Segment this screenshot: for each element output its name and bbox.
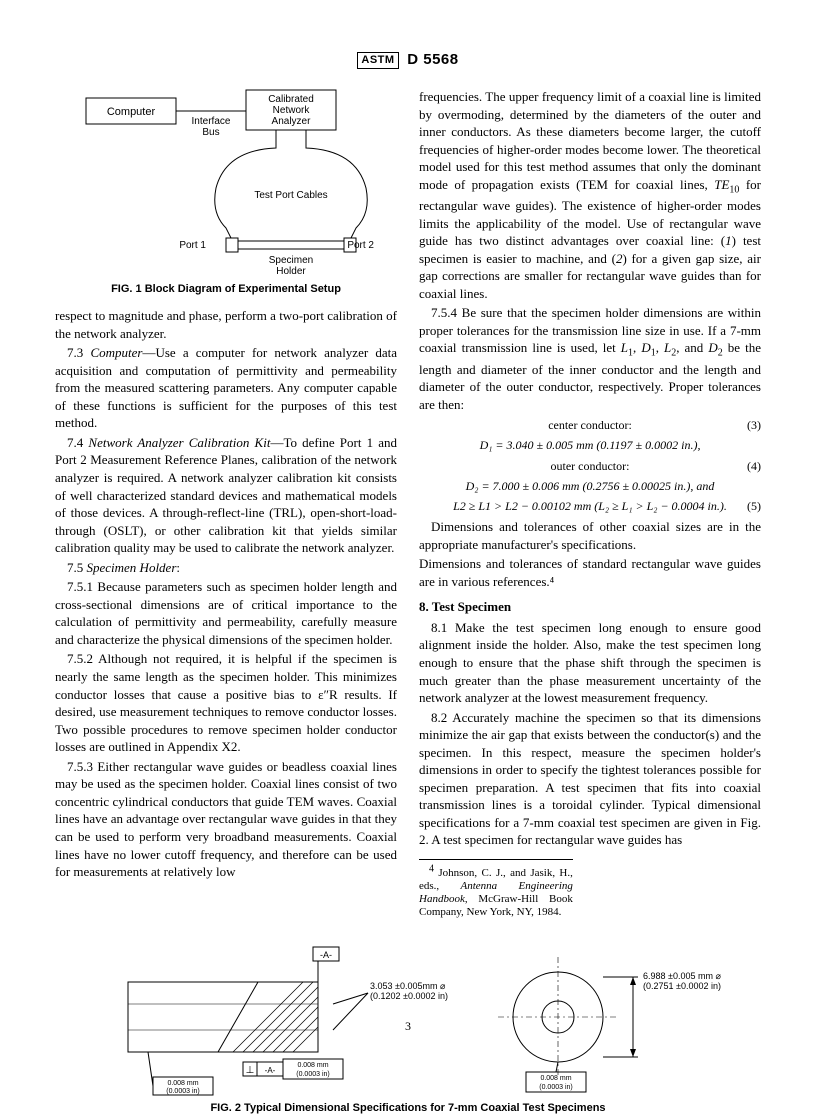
- para-dims-coax: Dimensions and tolerances of other coaxi…: [419, 518, 761, 553]
- fig2-caption: FIG. 2 Typical Dimensional Specification…: [55, 1101, 761, 1116]
- para-7-5-3: 7.5.3 Either rectangular wave guides or …: [55, 758, 397, 881]
- fig1-caption: FIG. 1 Block Diagram of Experimental Set…: [55, 282, 397, 297]
- svg-text:Interface: Interface: [192, 116, 231, 127]
- svg-text:⊥: ⊥: [246, 1065, 255, 1076]
- para-7-2-cont: respect to magnitude and phase, perform …: [55, 307, 397, 342]
- svg-text:3.053 ±0.005mm ⌀: 3.053 ±0.005mm ⌀: [370, 981, 446, 991]
- para-7-5-4: 7.5.4 Be sure that the specimen holder d…: [419, 304, 761, 413]
- svg-text:Calibrated: Calibrated: [268, 94, 314, 105]
- figure-1-diagram: Computer Calibrated Network Analyzer Int…: [76, 88, 376, 278]
- para-7-5-2: 7.5.2 Although not required, it is helpf…: [55, 650, 397, 755]
- svg-text:Computer: Computer: [107, 106, 156, 118]
- svg-text:Analyzer: Analyzer: [272, 116, 312, 127]
- designation: D 5568: [407, 51, 458, 68]
- svg-text:Specimen: Specimen: [269, 255, 313, 266]
- page-header: ASTM D 5568: [55, 50, 761, 70]
- svg-text:Port 1: Port 1: [179, 240, 206, 251]
- svg-text:Test Port Cables: Test Port Cables: [254, 190, 327, 201]
- svg-text:(0.0003 in): (0.0003 in): [539, 1084, 572, 1091]
- svg-text:Port 2: Port 2: [347, 240, 374, 251]
- eq5: L2 ≥ L1 > L2 − 0.00102 mm (L₂ ≥ L₁ > L₂ …: [419, 498, 761, 514]
- section-8-head: 8. Test Specimen: [419, 598, 761, 616]
- para-dims-wg: Dimensions and tolerances of standard re…: [419, 555, 761, 590]
- svg-text:0.008 mm: 0.008 mm: [297, 1062, 328, 1069]
- svg-text:0.008 mm: 0.008 mm: [167, 1080, 198, 1087]
- eq3: D₁ = 3.040 ± 0.005 mm (0.1197 ± 0.0002 i…: [419, 437, 761, 453]
- right-column: frequencies. The upper frequency limit o…: [419, 88, 761, 919]
- svg-text:6.988 ±0.005 mm ⌀: 6.988 ±0.005 mm ⌀: [643, 971, 721, 981]
- astm-logo: ASTM: [357, 52, 398, 69]
- eq4: D₂ = 7.000 ± 0.006 mm (0.2756 ± 0.00025 …: [419, 478, 761, 494]
- svg-text:(0.0003 in): (0.0003 in): [166, 1088, 199, 1095]
- left-column: Computer Calibrated Network Analyzer Int…: [55, 88, 397, 919]
- svg-text:(0.0003 in): (0.0003 in): [296, 1071, 329, 1078]
- svg-text:(0.1202 ±0.0002 in): (0.1202 ±0.0002 in): [370, 991, 448, 1001]
- svg-text:Network: Network: [273, 105, 311, 116]
- para-7-5-1: 7.5.1 Because parameters such as specime…: [55, 578, 397, 648]
- eq3-label: center conductor:(3): [419, 417, 761, 433]
- svg-text:-A-: -A-: [320, 950, 332, 960]
- eq4-label: outer conductor:(4): [419, 458, 761, 474]
- para-7-3: 7.3 Computer—Use a computer for network …: [55, 344, 397, 432]
- footnote-4: 4 Johnson, C. J., and Jasik, H., eds., A…: [419, 859, 573, 919]
- para-7-5: 7.5 Specimen Holder:: [55, 559, 397, 577]
- page-number: 3: [405, 1018, 411, 1034]
- para-7-4: 7.4 Network Analyzer Calibration Kit—To …: [55, 434, 397, 557]
- para-7-5-3-cont: frequencies. The upper frequency limit o…: [419, 88, 761, 302]
- svg-text:Bus: Bus: [202, 127, 219, 138]
- svg-text:-A-: -A-: [265, 1066, 276, 1075]
- svg-text:0.008 mm: 0.008 mm: [540, 1075, 571, 1082]
- main-columns: Computer Calibrated Network Analyzer Int…: [55, 88, 761, 919]
- para-8-2: 8.2 Accurately machine the specimen so t…: [419, 709, 761, 849]
- svg-text:(0.2751 ±0.0002 in): (0.2751 ±0.0002 in): [643, 981, 721, 991]
- svg-text:Holder: Holder: [276, 266, 306, 277]
- para-8-1: 8.1 Make the test specimen long enough t…: [419, 619, 761, 707]
